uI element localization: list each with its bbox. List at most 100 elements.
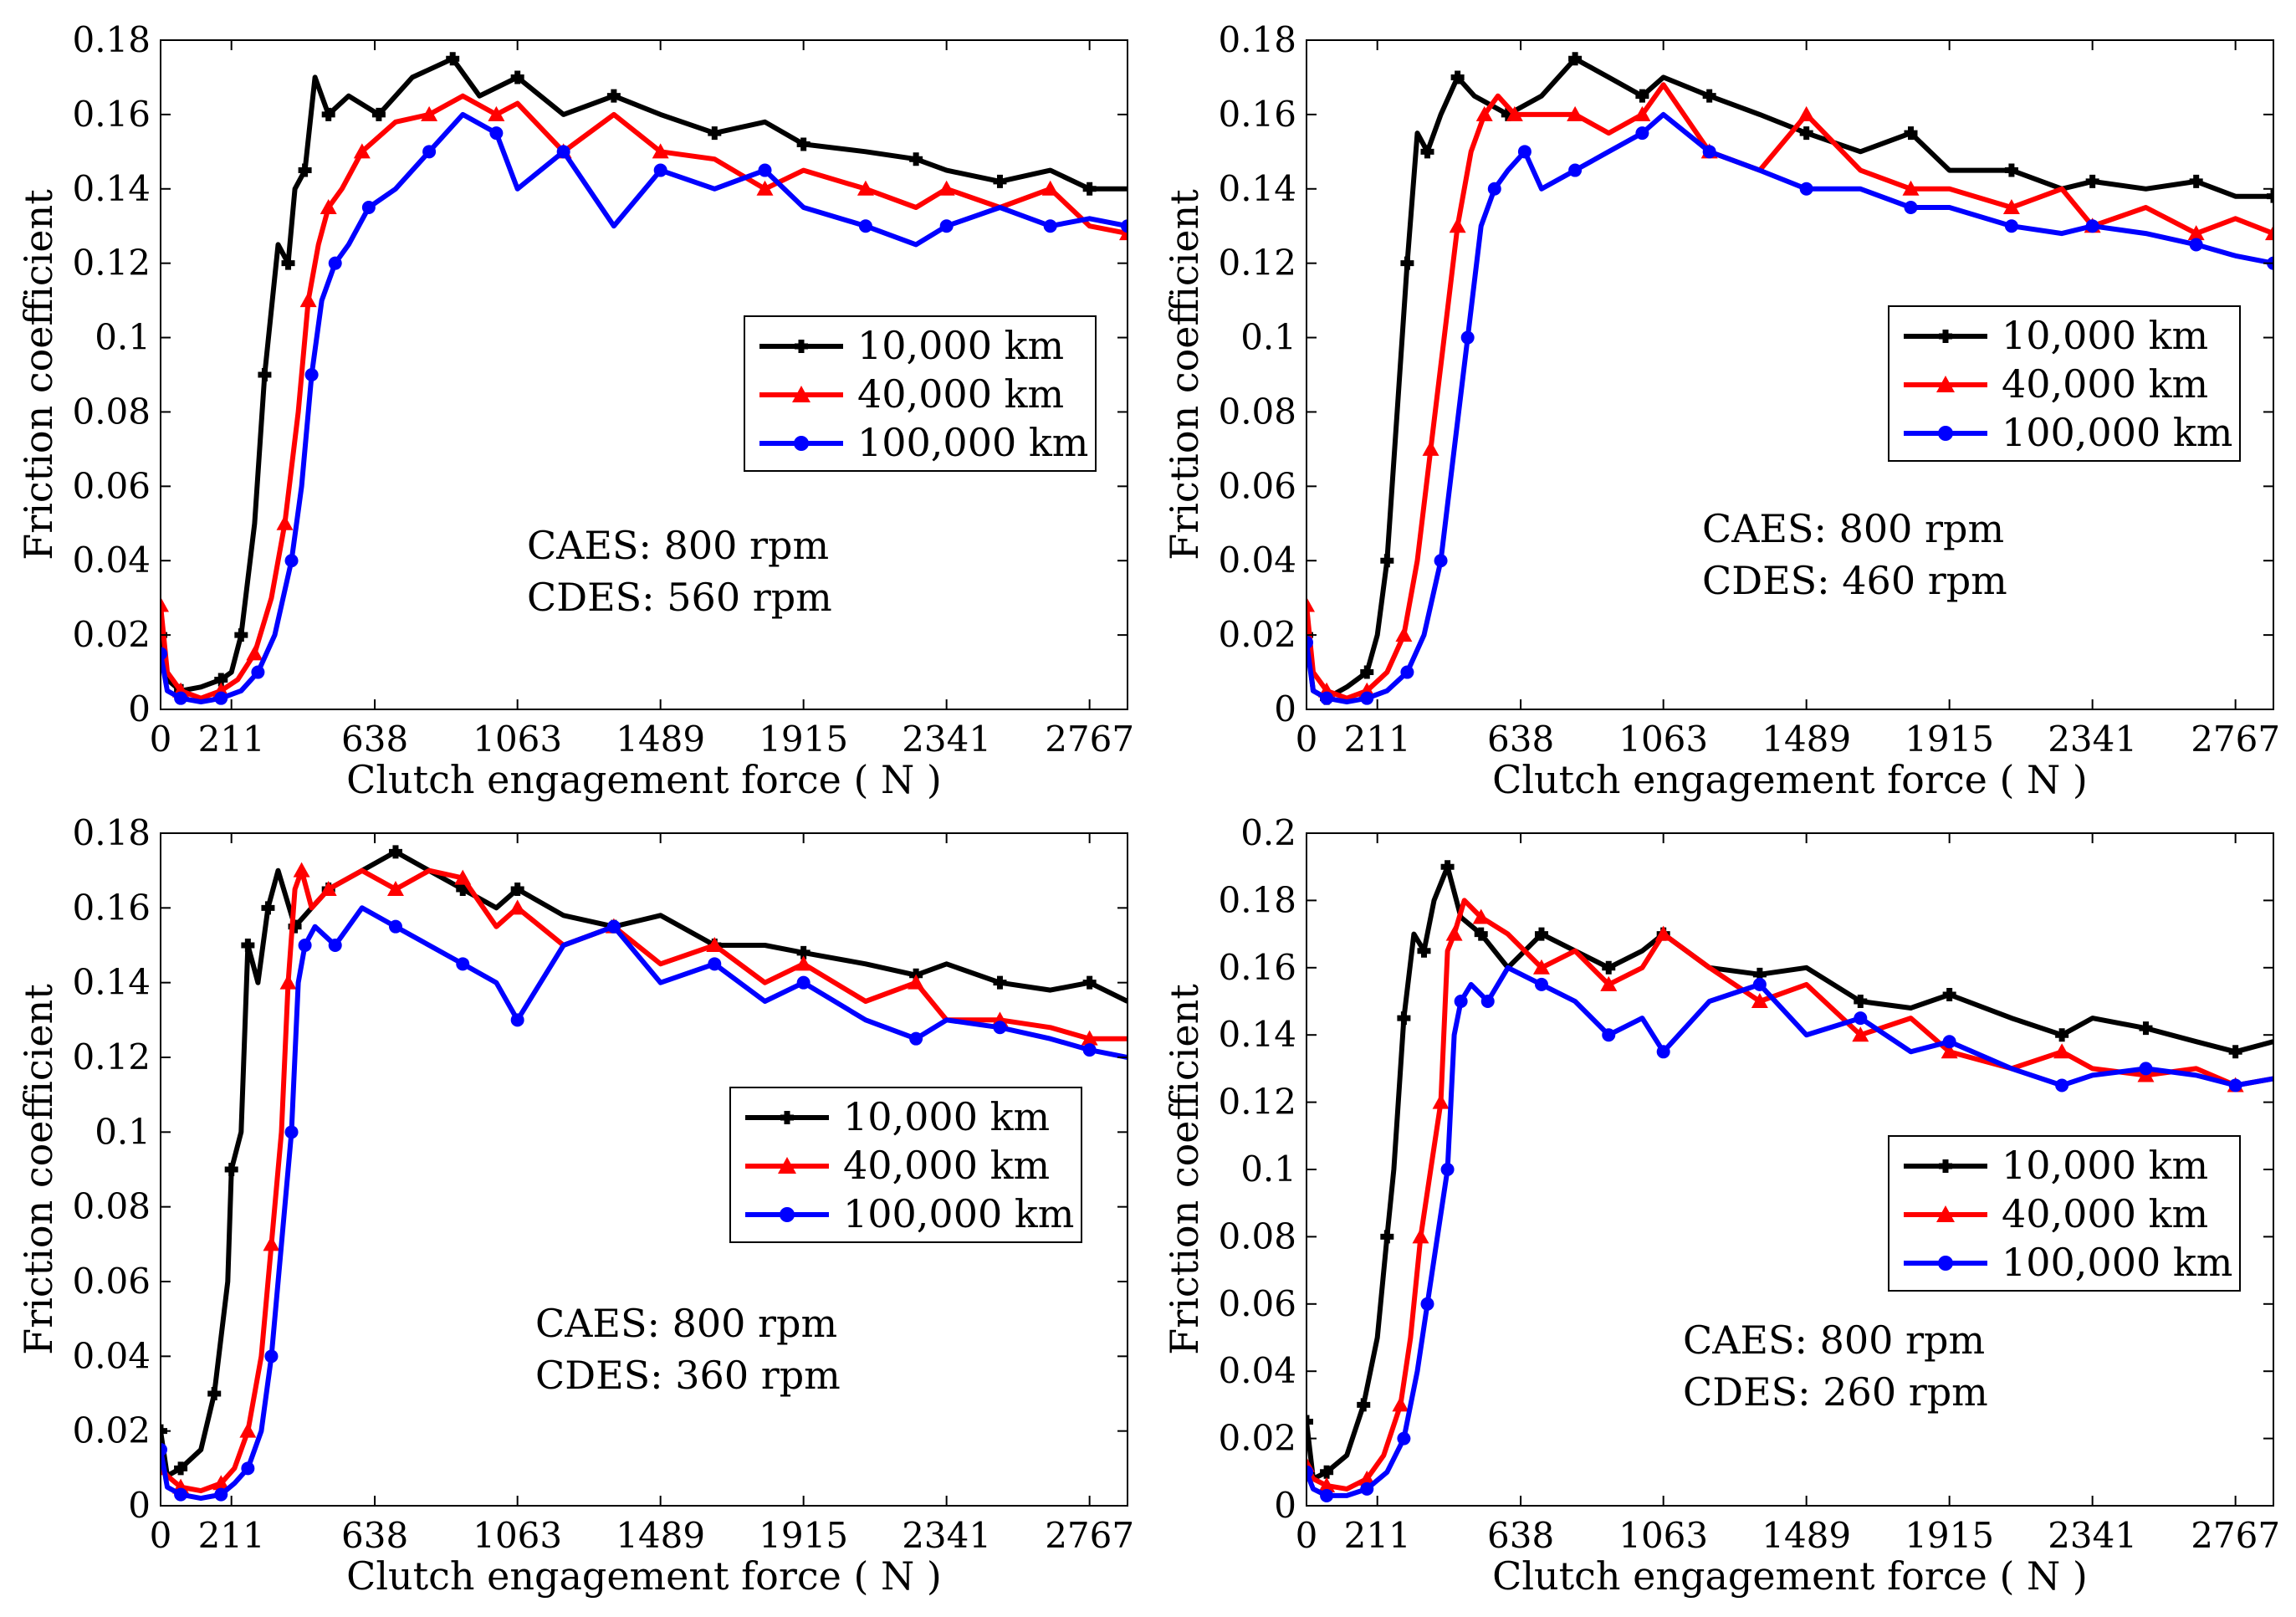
data-point <box>2004 163 2018 177</box>
data-point <box>2085 219 2099 233</box>
data-point <box>1487 182 1501 196</box>
data-point <box>1534 927 1548 941</box>
data-point <box>939 219 954 233</box>
data-point <box>653 163 667 177</box>
y-axis-label: Friction coefficient <box>1162 984 1207 1355</box>
x-tick-label: 0 <box>150 719 172 760</box>
data-point <box>1902 180 1920 196</box>
y-tick-label: 0.14 <box>1218 168 1296 209</box>
data-point <box>1475 105 1493 121</box>
data-point <box>1380 1230 1394 1244</box>
data-point <box>321 107 335 121</box>
data-point <box>1043 219 1057 233</box>
data-point <box>388 845 402 859</box>
data-point <box>2055 1028 2069 1042</box>
data-point <box>993 1021 1007 1035</box>
legend-label: 40,000 km <box>2002 361 2208 407</box>
data-point <box>993 975 1007 990</box>
legend-marker <box>1938 426 1953 441</box>
legend-marker <box>778 1157 796 1174</box>
x-tick-label: 2767 <box>1045 1515 1134 1556</box>
series-100000km-km-line <box>161 111 1128 705</box>
series-100000km-km-line <box>1307 965 2273 1502</box>
data-point <box>1307 596 1315 612</box>
data-point <box>1517 145 1532 159</box>
y-tick-label: 0.2 <box>1240 812 1296 853</box>
legend-label: 100,000 km <box>857 420 1088 465</box>
data-point <box>263 1236 280 1251</box>
data-point <box>1400 256 1414 270</box>
data-point <box>1082 182 1097 196</box>
data-point <box>1600 975 1618 991</box>
data-point <box>1119 225 1128 241</box>
series-line <box>161 56 1128 693</box>
data-point <box>224 1163 238 1176</box>
data-point <box>510 70 524 84</box>
data-point <box>1420 145 1434 159</box>
x-tick-label: 1489 <box>616 1515 705 1556</box>
data-point <box>284 1125 299 1139</box>
y-tick-label: 0.12 <box>72 1036 151 1077</box>
data-point <box>212 1475 230 1491</box>
y-tick-label: 0.08 <box>72 391 151 432</box>
data-point <box>488 105 505 121</box>
condition-annotation: CDES: 260 rpm <box>1683 1369 1988 1415</box>
y-tick-label: 0.08 <box>1218 391 1296 432</box>
data-point <box>708 126 722 141</box>
data-point <box>353 143 371 159</box>
data-point <box>1942 987 1956 1001</box>
x-tick-label: 211 <box>1344 1515 1411 1556</box>
data-point <box>1602 960 1616 975</box>
x-tick-label: 211 <box>198 1515 265 1556</box>
y-tick-label: 0.02 <box>1218 614 1296 655</box>
data-point <box>2055 1078 2069 1092</box>
data-point <box>1380 554 1394 568</box>
y-tick-label: 0.16 <box>1218 947 1296 988</box>
series-line <box>1307 898 2273 1492</box>
y-tick-label: 0.14 <box>72 168 151 209</box>
data-point <box>1852 1026 1869 1042</box>
y-tick-label: 0.18 <box>72 812 151 853</box>
data-point <box>510 883 524 896</box>
data-point <box>161 647 167 661</box>
data-point <box>1121 219 1128 233</box>
y-tick-label: 0.06 <box>72 465 151 506</box>
data-point <box>1534 977 1548 991</box>
y-tick-label: 0.02 <box>1218 1418 1296 1459</box>
data-point <box>251 665 265 679</box>
condition-annotation: CDES: 560 rpm <box>527 575 832 620</box>
data-point <box>421 105 438 121</box>
data-point <box>1602 1028 1616 1042</box>
data-point <box>1417 944 1431 958</box>
x-axis-label: Clutch engagement force ( N ) <box>346 1553 942 1599</box>
data-point <box>174 1487 188 1502</box>
x-tick-label: 1489 <box>1762 719 1851 760</box>
x-tick-label: 211 <box>198 719 265 760</box>
data-point <box>1082 975 1097 990</box>
data-point <box>281 256 295 270</box>
x-tick-label: 2341 <box>902 719 991 760</box>
legend-label: 10,000 km <box>857 323 1064 368</box>
x-tick-label: 1489 <box>1762 1515 1851 1556</box>
series-40000km-km-line <box>1307 898 2273 1492</box>
data-point <box>1854 1011 1868 1026</box>
data-point <box>328 256 342 270</box>
data-point <box>795 955 812 971</box>
data-point <box>1656 1045 1670 1059</box>
x-axis-label: Clutch engagement force ( N ) <box>1492 757 2088 802</box>
series-line <box>161 849 1128 1479</box>
data-point <box>214 691 228 705</box>
plot-frame <box>160 832 1128 1507</box>
data-point <box>241 939 255 952</box>
series-10000km-km-line <box>1307 860 2273 1481</box>
x-tick-label: 1489 <box>616 719 705 760</box>
data-point <box>1460 330 1475 345</box>
x-tick-label: 638 <box>341 1515 408 1556</box>
data-point <box>2139 1062 2153 1076</box>
data-point <box>1081 1030 1098 1046</box>
plot-frame <box>1306 39 2274 710</box>
data-point <box>174 1461 188 1476</box>
data-point <box>909 152 923 166</box>
x-tick-label: 638 <box>1487 719 1554 760</box>
